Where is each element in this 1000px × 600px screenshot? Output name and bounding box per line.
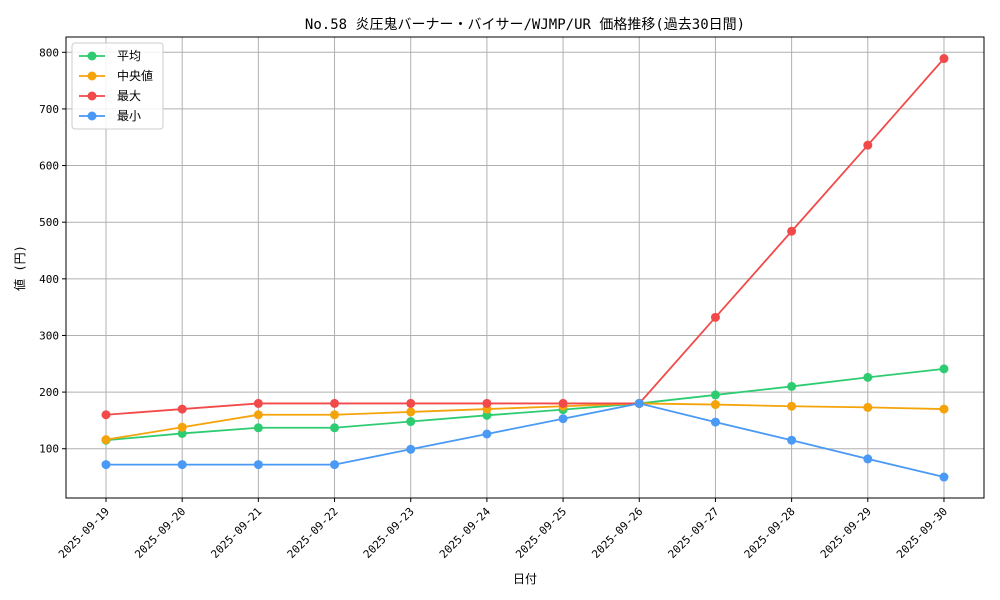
legend-swatch-marker — [87, 91, 97, 101]
legend-swatch-marker — [87, 71, 97, 81]
x-axis-label: 日付 — [513, 572, 537, 586]
y-axis: 100 200 300 400 500 600 700 800 — [39, 46, 66, 456]
data-point — [939, 472, 949, 482]
legend-entry: 最小 — [79, 109, 141, 123]
series-4 — [101, 398, 949, 482]
data-point — [406, 398, 416, 408]
series-line — [106, 402, 945, 478]
data-point — [939, 404, 949, 414]
y-tick-label: 200 — [39, 386, 59, 399]
y-tick-label: 600 — [39, 160, 59, 173]
chart-title: No.58 炎圧鬼バーナー・バイサー/WJMP/UR 価格推移(過去30日間) — [305, 17, 745, 33]
data-point — [406, 417, 416, 427]
data-point — [406, 407, 416, 417]
series-group — [101, 54, 949, 482]
legend-label: 最大 — [117, 89, 141, 103]
data-point — [939, 364, 949, 374]
legend-entry: 最大 — [79, 89, 141, 103]
y-tick-label: 400 — [39, 273, 59, 286]
data-point — [710, 312, 720, 322]
data-point — [710, 400, 720, 410]
x-tick-label: 2025-09-26 — [589, 505, 645, 561]
legend-swatch-marker — [87, 111, 97, 121]
data-point — [253, 410, 263, 420]
data-point — [101, 410, 111, 420]
data-point — [787, 435, 797, 445]
data-point — [787, 226, 797, 236]
y-tick-label: 500 — [39, 216, 59, 229]
data-point — [177, 428, 187, 438]
x-tick-label: 2025-09-28 — [742, 505, 798, 561]
data-point — [863, 402, 873, 412]
x-tick-label: 2025-09-29 — [818, 505, 874, 561]
y-tick-label: 100 — [39, 443, 59, 456]
data-point — [330, 423, 340, 433]
series-1 — [101, 364, 949, 445]
data-point — [787, 381, 797, 391]
legend-entry: 平均 — [79, 49, 141, 63]
x-tick-label: 2025-09-21 — [208, 505, 264, 561]
data-point — [558, 414, 568, 424]
plot-frame — [65, 36, 985, 499]
y-tick-label: 800 — [39, 46, 59, 59]
legend-label: 中央値 — [117, 68, 153, 83]
y-tick-label: 700 — [39, 103, 59, 116]
data-point — [863, 454, 873, 464]
series-line — [105, 402, 944, 441]
series-line — [105, 367, 945, 442]
legend-label: 最小 — [117, 109, 141, 123]
data-point — [253, 423, 263, 433]
y-tick-label: 300 — [39, 329, 59, 342]
grid — [66, 37, 984, 498]
data-point — [101, 460, 111, 470]
data-point — [177, 404, 187, 414]
data-point — [939, 54, 949, 64]
data-point — [177, 460, 187, 470]
data-point — [863, 372, 873, 382]
data-point — [330, 460, 340, 470]
data-point — [863, 140, 873, 150]
x-tick-label: 2025-09-22 — [285, 505, 341, 561]
data-point — [482, 410, 492, 420]
data-point — [710, 390, 720, 400]
x-tick-label: 2025-09-27 — [666, 505, 722, 561]
x-tick-label: 2025-09-19 — [56, 505, 112, 561]
data-point — [101, 435, 111, 445]
data-point — [634, 398, 644, 408]
data-point — [330, 410, 340, 420]
legend-label: 平均 — [117, 49, 141, 63]
x-tick-label: 2025-09-20 — [132, 505, 188, 561]
y-axis-label: 値 (円) — [12, 245, 27, 291]
legend-entry: 中央値 — [79, 68, 153, 83]
x-tick-label: 2025-09-30 — [894, 505, 950, 561]
data-point — [482, 429, 492, 439]
data-point — [253, 460, 263, 470]
legend-frame — [71, 42, 164, 130]
x-axis: 2025-09-19 2025-09-20 2025-09-21 2025-09-22… — [56, 498, 950, 561]
data-point — [330, 398, 340, 408]
series-line — [105, 57, 945, 416]
legend-swatch-marker — [87, 51, 97, 61]
x-tick-label: 2025-09-24 — [437, 505, 493, 561]
data-point — [787, 401, 797, 411]
data-point — [710, 417, 720, 427]
data-point — [558, 398, 568, 408]
x-tick-label: 2025-09-25 — [513, 505, 569, 561]
data-point — [406, 444, 416, 454]
data-point — [253, 398, 263, 408]
data-point — [177, 422, 187, 432]
data-point — [482, 398, 492, 408]
x-tick-label: 2025-09-23 — [361, 505, 417, 561]
